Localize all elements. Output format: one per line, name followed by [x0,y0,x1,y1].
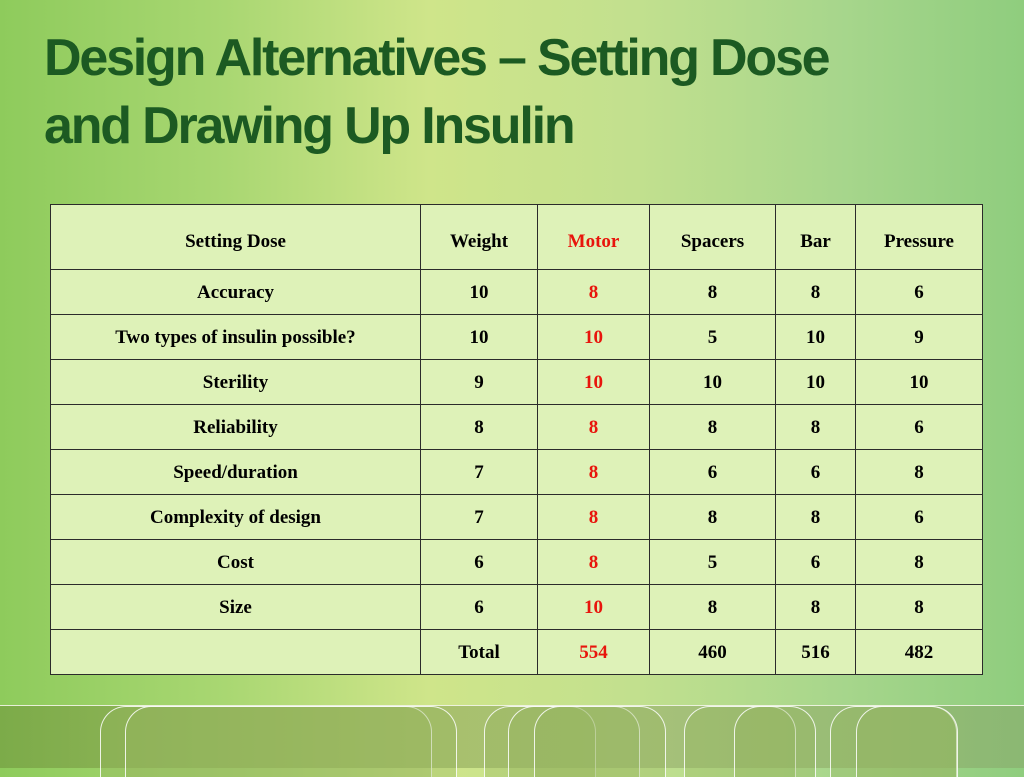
footer-arch-decoration [100,706,432,777]
score-cell-weight: 7 [420,449,538,495]
score-cell-spacers: 6 [649,449,776,495]
score-cell-motor: 10 [537,314,650,360]
table-row: Accuracy 10 8 8 8 6 [50,269,983,315]
score-cell-motor: 8 [537,539,650,585]
score-cell-weight: 6 [420,584,538,630]
score-cell-motor: 8 [537,494,650,540]
score-cell-weight: 10 [420,269,538,315]
score-cell-motor: 8 [537,404,650,450]
criterion-cell: Two types of insulin possible? [50,314,421,360]
score-cell-bar: 8 [775,584,856,630]
score-cell-bar: 8 [775,269,856,315]
table-row: Complexity of design 7 8 8 8 6 [50,494,983,540]
score-cell-pressure: 6 [855,269,983,315]
table-row: Two types of insulin possible? 10 10 5 1… [50,314,983,360]
score-cell-pressure: 8 [855,449,983,495]
slide-title: Design Alternatives – Setting Dose and D… [44,24,1004,160]
footer-arch-decoration [125,706,457,777]
decision-matrix-table: Setting Dose Weight Motor Spacers Bar Pr… [50,204,983,675]
criterion-cell: Accuracy [50,269,421,315]
score-cell-weight: 8 [420,404,538,450]
score-cell-pressure: 10 [855,359,983,405]
total-label: Total [420,629,538,675]
score-cell-bar: 10 [775,314,856,360]
score-cell-pressure: 6 [855,404,983,450]
score-cell-weight: 6 [420,539,538,585]
score-cell-motor: 8 [537,449,650,495]
score-cell-spacers: 8 [649,584,776,630]
score-cell-bar: 6 [775,539,856,585]
table-row: Sterility 9 10 10 10 10 [50,359,983,405]
slide-title-line-1: Design Alternatives – Setting Dose [44,29,831,87]
footer-arch-decoration [856,706,958,777]
criterion-cell: Size [50,584,421,630]
score-cell-pressure: 6 [855,494,983,540]
table-row: Speed/duration 7 8 6 6 8 [50,449,983,495]
total-bar: 516 [775,629,856,675]
score-cell-spacers: 8 [649,404,776,450]
total-pressure: 482 [855,629,983,675]
header-bar: Bar [775,204,856,270]
criterion-cell: Reliability [50,404,421,450]
score-cell-weight: 9 [420,359,538,405]
score-cell-motor: 8 [537,269,650,315]
score-cell-motor: 10 [537,359,650,405]
table-row: Reliability 8 8 8 8 6 [50,404,983,450]
score-cell-weight: 7 [420,494,538,540]
footer-divider [0,705,1024,706]
score-cell-pressure: 8 [855,584,983,630]
score-cell-spacers: 8 [649,269,776,315]
total-empty-cell [50,629,421,675]
criterion-cell: Cost [50,539,421,585]
footer-arch-decoration [734,706,816,777]
score-cell-spacers: 5 [649,539,776,585]
score-cell-spacers: 5 [649,314,776,360]
criterion-cell: Sterility [50,359,421,405]
total-spacers: 460 [649,629,776,675]
score-cell-bar: 6 [775,449,856,495]
header-spacers: Spacers [649,204,776,270]
slide-title-line-2: and Drawing Up Insulin [44,97,576,155]
header-pressure: Pressure [855,204,983,270]
score-cell-bar: 10 [775,359,856,405]
score-cell-spacers: 10 [649,359,776,405]
header-motor: Motor [537,204,650,270]
total-motor: 554 [537,629,650,675]
footer-arch-decoration [534,706,666,777]
score-cell-bar: 8 [775,404,856,450]
score-cell-motor: 10 [537,584,650,630]
score-cell-pressure: 8 [855,539,983,585]
header-setting-dose: Setting Dose [50,204,421,270]
score-cell-spacers: 8 [649,494,776,540]
score-cell-weight: 10 [420,314,538,360]
table-row: Cost 6 8 5 6 8 [50,539,983,585]
footer-arch-decoration [508,706,640,777]
score-cell-pressure: 9 [855,314,983,360]
criterion-cell: Complexity of design [50,494,421,540]
header-weight: Weight [420,204,538,270]
table-header-row: Setting Dose Weight Motor Spacers Bar Pr… [50,204,983,270]
criterion-cell: Speed/duration [50,449,421,495]
table-row: Size 6 10 8 8 8 [50,584,983,630]
total-row: Total 554 460 516 482 [50,629,983,675]
score-cell-bar: 8 [775,494,856,540]
